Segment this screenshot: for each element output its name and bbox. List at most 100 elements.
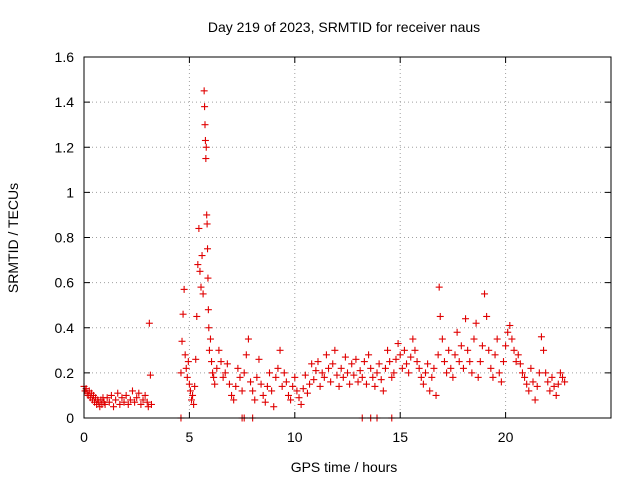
- data-point: [120, 398, 128, 406]
- data-point: [462, 315, 470, 323]
- data-point: [495, 369, 503, 377]
- data-point: [561, 378, 569, 386]
- data-point: [388, 373, 396, 381]
- data-point: [310, 376, 318, 384]
- data-point: [192, 355, 200, 363]
- data-point: [147, 400, 155, 408]
- data-point: [143, 398, 151, 406]
- data-point: [177, 369, 185, 377]
- chart-title: Day 219 of 2023, SRMTID for receiver nau…: [208, 19, 480, 35]
- y-tick-label: 0: [66, 410, 74, 426]
- data-point: [344, 369, 351, 377]
- data-point: [314, 358, 322, 366]
- data-point: [350, 371, 358, 379]
- data-point: [502, 342, 510, 350]
- data-point: [341, 353, 349, 361]
- data-point: [540, 346, 548, 354]
- data-point: [523, 380, 531, 388]
- data-point: [297, 400, 305, 408]
- data-point: [481, 290, 489, 298]
- data-point: [122, 391, 130, 399]
- data-point: [210, 373, 218, 381]
- data-point: [327, 378, 335, 386]
- data-point: [533, 382, 541, 390]
- data-point: [118, 394, 126, 402]
- data-point: [436, 312, 444, 320]
- data-point: [301, 371, 309, 379]
- data-point: [491, 351, 499, 359]
- data-point: [278, 382, 286, 390]
- data-point: [447, 364, 455, 372]
- data-point: [128, 387, 136, 395]
- data-point: [390, 369, 398, 377]
- data-point: [284, 391, 292, 399]
- data-point: [193, 312, 201, 320]
- data-point: [506, 321, 514, 329]
- data-point: [199, 290, 207, 298]
- data-point: [333, 371, 341, 379]
- data-point: [255, 355, 263, 363]
- data-point: [554, 380, 562, 388]
- data-point: [440, 358, 448, 366]
- data-point: [186, 387, 194, 395]
- data-point: [508, 335, 516, 343]
- y-tick-label: 1.4: [55, 94, 75, 110]
- y-axis-label: SRMTID / TECUs: [5, 183, 21, 293]
- data-point: [381, 364, 389, 372]
- data-point: [295, 394, 303, 402]
- data-point: [276, 346, 284, 354]
- data-point: [184, 358, 192, 366]
- data-point: [203, 211, 211, 219]
- data-point: [213, 364, 221, 372]
- data-point: [504, 328, 512, 336]
- data-point: [369, 373, 377, 381]
- data-point: [135, 389, 143, 397]
- y-tick-label: 0.2: [55, 365, 75, 381]
- x-tick-label: 15: [392, 429, 408, 445]
- data-point: [197, 283, 205, 291]
- data-point: [221, 369, 229, 377]
- data-point: [426, 387, 434, 395]
- data-point: [365, 351, 373, 359]
- data-point: [449, 373, 457, 381]
- data-point: [434, 351, 442, 359]
- data-point: [308, 360, 316, 368]
- data-point: [191, 382, 199, 390]
- data-point: [474, 373, 482, 381]
- data-point: [411, 346, 419, 354]
- data-point: [181, 351, 189, 359]
- data-point: [203, 220, 211, 228]
- data-point: [259, 391, 267, 399]
- data-point: [293, 387, 301, 395]
- data-point: [190, 400, 198, 408]
- data-point: [499, 358, 507, 366]
- data-point: [453, 328, 461, 336]
- data-point: [466, 358, 474, 366]
- data-point: [339, 373, 347, 381]
- y-tick-label: 0.4: [55, 320, 75, 336]
- data-point: [103, 394, 111, 402]
- data-point: [476, 358, 484, 366]
- data-point: [225, 380, 233, 388]
- data-point: [205, 346, 213, 354]
- data-point: [384, 346, 392, 354]
- data-point: [472, 319, 480, 327]
- grid: [84, 57, 611, 418]
- data-point: [329, 360, 337, 368]
- data-point: [455, 358, 463, 366]
- data-point: [478, 342, 486, 350]
- data-point: [348, 360, 356, 368]
- data-point: [180, 285, 188, 293]
- data-point: [362, 380, 370, 388]
- data-point: [139, 396, 147, 404]
- data-point: [358, 373, 366, 381]
- data-point: [497, 378, 505, 386]
- data-point: [223, 360, 231, 368]
- data-point: [145, 319, 153, 327]
- data-point: [356, 367, 364, 375]
- data-point: [352, 355, 360, 363]
- data-point: [464, 346, 472, 354]
- data-point: [510, 346, 518, 354]
